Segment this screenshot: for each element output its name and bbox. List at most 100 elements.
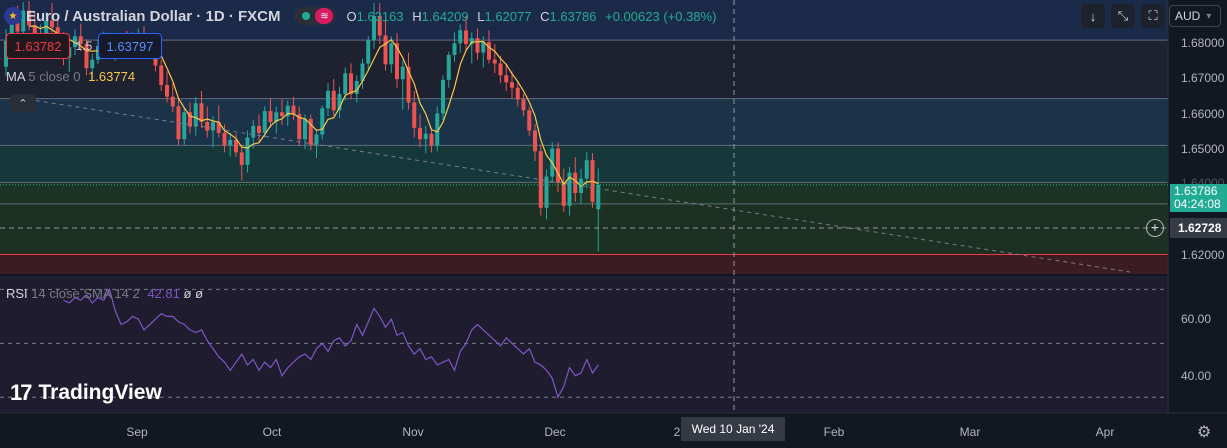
candle (314, 129, 319, 158)
candle (257, 114, 261, 142)
candle-body (234, 139, 238, 153)
symbol-title[interactable]: Euro / Australian Dollar · 1D · FXCM (26, 7, 281, 25)
price-axis-label-6: 1.62000 (1181, 248, 1225, 262)
sell-button[interactable]: 1.63782 (6, 33, 70, 59)
candle (567, 166, 572, 216)
candle-body (360, 63, 365, 82)
candle (199, 90, 204, 128)
price-zone-band (0, 145, 1168, 183)
candle (268, 97, 273, 128)
candle-body (395, 43, 399, 80)
crosshair-price-tag: 1.62728 (1170, 218, 1227, 238)
candle (377, 2, 382, 45)
candle (193, 97, 198, 136)
time-axis-oct: Oct (262, 425, 282, 439)
candle (331, 79, 336, 117)
price-zone-band (0, 203, 1168, 255)
rsi-extra-2: ø (195, 286, 204, 301)
candle (326, 83, 330, 117)
candle (337, 86, 342, 119)
candle-body (262, 111, 267, 133)
download-arrow-icon[interactable]: ↓ (1081, 4, 1105, 28)
rsi-axis-label-40: 40.00 (1181, 369, 1212, 383)
candle (395, 33, 399, 88)
time-axis-dec: Dec (544, 425, 566, 439)
candle (234, 133, 238, 158)
screenshot-icon[interactable]: ⛶ (1141, 4, 1165, 28)
candle-body (245, 137, 250, 165)
candle-body (452, 43, 457, 55)
candle-body (435, 113, 440, 146)
candle (308, 114, 313, 151)
current-price: 1.63786 (1174, 184, 1218, 198)
fullscreen-icon[interactable]: ⤡ (1111, 4, 1135, 28)
symbol-header[interactable]: ★ Euro / Australian Dollar · 1D · FXCM ≋… (4, 6, 721, 26)
candle-body (556, 148, 560, 183)
time-axis-mar: Mar (959, 425, 981, 439)
rsi-extra-1: ø (183, 286, 192, 301)
candle-body (153, 52, 158, 66)
candle (280, 99, 284, 126)
candle-body (297, 114, 302, 140)
candle-body (291, 105, 296, 115)
price-axis-label-2: 1.67000 (1181, 71, 1225, 85)
currency-select[interactable]: AUD ▾ (1169, 5, 1221, 27)
candle-body (337, 93, 342, 111)
ohlc-low-key: L (477, 8, 485, 24)
candle-body (216, 121, 221, 133)
price-axis-label-3: 1.66000 (1181, 107, 1225, 121)
candle-body (170, 96, 175, 107)
candle (366, 36, 371, 71)
candle (533, 123, 537, 161)
candle (538, 144, 543, 216)
candle-body (182, 112, 187, 140)
add-alert-plus-icon[interactable]: + (1146, 219, 1164, 237)
candle-body (32, 25, 37, 41)
candle-body (596, 184, 601, 210)
collapse-legend-button[interactable]: ⌃ (10, 94, 36, 112)
candle (262, 106, 267, 138)
candle-body (354, 81, 359, 94)
candle (435, 106, 440, 152)
candle-countdown: 04:24:08 (1174, 197, 1221, 211)
candle (170, 83, 175, 113)
candle (354, 75, 359, 103)
candle-body (90, 59, 95, 69)
trend-line (19, 97, 1131, 273)
candle-body (573, 172, 578, 193)
candle-body (44, 20, 49, 36)
buy-button[interactable]: 1.63797 (98, 33, 162, 59)
price-zone-band (0, 0, 1168, 41)
candle-body (199, 103, 204, 122)
candle (188, 102, 192, 134)
market-status-pill[interactable]: ≋ (294, 7, 337, 25)
candle (527, 106, 532, 136)
tradingview-logo[interactable]: 17 TradingView (10, 380, 162, 406)
candle-body (458, 30, 463, 44)
candle-body (515, 87, 520, 100)
gear-icon[interactable]: ⚙ (1197, 424, 1212, 441)
rsi-line (63, 287, 599, 399)
candle (556, 142, 560, 193)
rsi-value: 42.81 (147, 286, 180, 301)
candle (464, 15, 468, 50)
candle (469, 32, 474, 64)
candle (389, 36, 394, 73)
candle (159, 59, 164, 91)
candle-body (441, 79, 445, 114)
candle-body (475, 38, 480, 53)
candle-body (487, 42, 491, 60)
crosshair-date-tag: Wed 10 Jan '24 (681, 417, 785, 441)
candle-body (251, 125, 256, 138)
market-open-dot-icon (302, 12, 311, 20)
candle-body (366, 40, 371, 64)
ma-value: 1.63774 (88, 69, 136, 84)
candle (515, 81, 520, 107)
candle-body (538, 151, 543, 208)
time-axis-feb: Feb (823, 425, 845, 439)
rsi-legend[interactable]: RSI 14 close SMA 14 2 42.81 ø ø (6, 286, 203, 301)
candle (573, 157, 578, 202)
ma-legend[interactable]: MA 5 close 0 1.63774 (6, 69, 135, 84)
ma-params: 5 close 0 (28, 69, 81, 84)
